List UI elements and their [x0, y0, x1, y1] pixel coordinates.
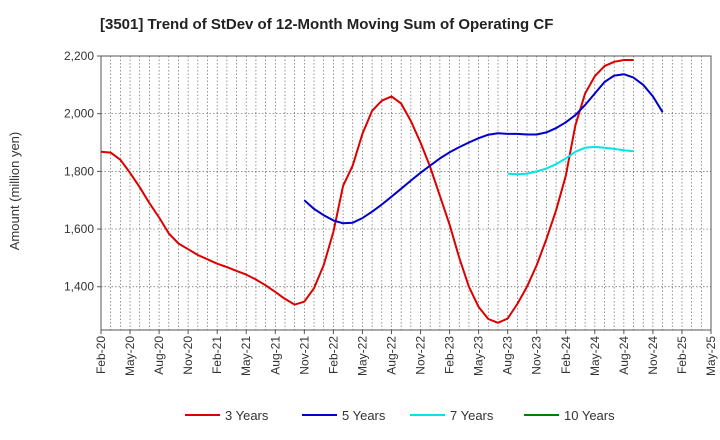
legend-label: 5 Years — [342, 408, 386, 423]
x-tick-label: May-23 — [472, 336, 486, 376]
x-ticks: Feb-20 May-20 Aug-20 Nov-20 Feb-21 May-21 Aug-… — [94, 330, 718, 376]
x-tick-label: May-22 — [355, 336, 369, 376]
grid — [101, 55, 711, 330]
y-tick-label: 1,800 — [64, 164, 94, 178]
x-tick-label: Aug-21 — [268, 336, 282, 375]
x-tick-label: Nov-23 — [530, 336, 544, 375]
x-tick-label: Aug-20 — [152, 336, 166, 375]
series-line-5-years — [303, 73, 664, 225]
x-tick-label: Nov-21 — [297, 336, 311, 375]
legend: 3 Years 5 Years 7 Years 10 Years — [185, 408, 615, 423]
y-tick-label: 2,200 — [64, 49, 94, 63]
legend-label: 10 Years — [564, 408, 615, 423]
y-ticks: 1,400 1,600 1,800 2,000 2,200 — [64, 49, 101, 294]
x-tick-label: Nov-24 — [646, 336, 660, 375]
x-tick-label: Nov-20 — [181, 336, 195, 375]
x-tick-label: Feb-21 — [210, 336, 224, 374]
x-tick-label: Feb-23 — [443, 336, 457, 374]
x-tick-label: May-25 — [704, 336, 718, 376]
x-tick-label: Aug-23 — [501, 336, 515, 375]
y-tick-label: 1,600 — [64, 222, 94, 236]
series-line-3-years — [100, 59, 634, 324]
legend-label: 7 Years — [450, 408, 494, 423]
series-lines — [100, 59, 664, 324]
y-tick-label: 2,000 — [64, 107, 94, 121]
y-axis-label: Amount (million yen) — [7, 132, 22, 251]
x-tick-label: Nov-22 — [414, 336, 428, 375]
x-tick-label: May-21 — [239, 336, 253, 376]
x-tick-label: May-20 — [123, 336, 137, 376]
x-tick-label: Feb-24 — [559, 336, 573, 374]
y-tick-label: 1,400 — [64, 280, 94, 294]
legend-label: 3 Years — [225, 408, 269, 423]
series-line-7-years — [507, 145, 634, 176]
x-tick-label: May-24 — [588, 336, 602, 376]
chart-title: [3501] Trend of StDev of 12-Month Moving… — [100, 16, 553, 33]
x-tick-label: Feb-25 — [675, 336, 689, 374]
x-tick-label: Aug-22 — [384, 336, 398, 375]
x-tick-label: Feb-20 — [94, 336, 108, 374]
plot-frame — [100, 55, 712, 331]
x-tick-label: Feb-22 — [326, 336, 340, 374]
x-tick-label: Aug-24 — [617, 336, 631, 375]
